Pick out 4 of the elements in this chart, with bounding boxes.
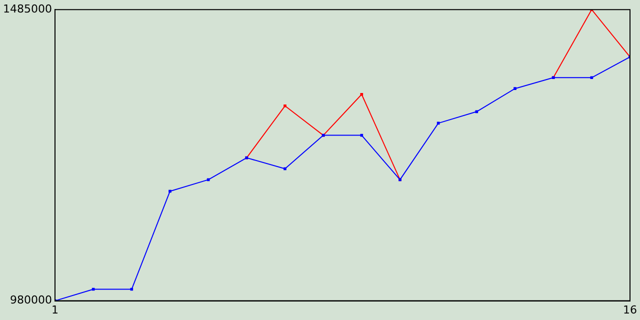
- y-tick-label: 980000: [10, 294, 52, 307]
- y-tick-label: 1485000: [2, 2, 52, 16]
- x-tick-label: 16: [623, 303, 637, 316]
- x-tick-label: 1: [51, 303, 58, 316]
